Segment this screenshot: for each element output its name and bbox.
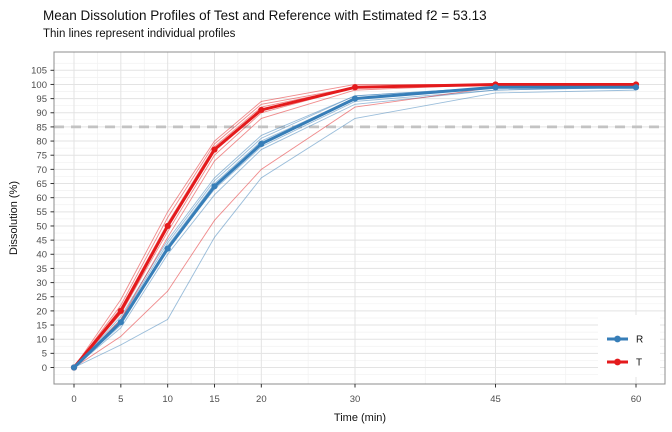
x-tick-label: 60 — [631, 394, 642, 405]
y-tick-label: 60 — [36, 193, 47, 204]
mean-point-R — [164, 245, 171, 252]
x-tick-label: 5 — [118, 394, 123, 405]
y-tick-label: 45 — [36, 236, 47, 247]
x-tick-label: 45 — [490, 394, 501, 405]
y-tick-label: 40 — [36, 250, 47, 261]
y-axis-tick-labels: 0 5 10 15 20 25 30 35 40 45 50 55 60 65 70 75 80 85 90 95 10… — [31, 66, 47, 374]
mean-point-T — [211, 146, 218, 153]
profile-line-R — [73, 86, 637, 368]
mean-line-R — [72, 85, 636, 369]
legend-key-point-R — [614, 335, 621, 343]
mean-point-R — [117, 319, 124, 326]
gridlines-minor — [54, 52, 665, 384]
y-axis-title: Dissolution (%) — [8, 181, 20, 255]
y-tick-label: 95 — [36, 94, 47, 105]
mean-point-R — [70, 364, 78, 371]
mean-profile-lines — [70, 81, 640, 371]
legend-label-T: T — [636, 358, 642, 369]
x-tick-label: 10 — [162, 394, 173, 405]
profile-line-R — [73, 89, 637, 368]
y-tick-label: 85 — [36, 122, 47, 133]
chart-title: Mean Dissolution Profiles of Test and Re… — [43, 8, 487, 23]
mean-point-R — [258, 140, 265, 147]
x-tick-label: 15 — [209, 394, 220, 405]
legend-label-R: R — [636, 335, 643, 346]
mean-point-T — [351, 84, 359, 91]
y-tick-label: 75 — [36, 151, 47, 162]
y-tick-label: 5 — [42, 349, 47, 360]
panel-border — [53, 51, 666, 385]
y-tick-label: 10 — [36, 335, 47, 346]
y-tick-label: 25 — [36, 292, 47, 303]
mean-point-R — [351, 95, 359, 102]
y-tick-label: 0 — [42, 363, 47, 374]
legend-key-point-T — [614, 358, 621, 366]
y-tick-label: 80 — [36, 136, 47, 147]
y-tick-label: 35 — [36, 264, 47, 275]
mean-point-T — [164, 222, 171, 230]
y-tick-label: 105 — [31, 66, 47, 77]
mean-line-T — [72, 82, 636, 369]
x-tick-label: 30 — [350, 394, 361, 405]
legend-box — [598, 315, 660, 377]
chart-subtitle: Thin lines represent individual profiles — [43, 28, 236, 40]
y-tick-label: 30 — [36, 278, 47, 289]
y-tick-label: 100 — [31, 80, 47, 91]
x-axis-title: Time (min) — [334, 412, 386, 424]
mean-point-R — [632, 84, 640, 91]
axis-ticks — [50, 69, 637, 388]
mean-point-R — [492, 84, 499, 91]
y-tick-label: 65 — [36, 179, 47, 190]
plot-panel — [54, 52, 665, 384]
y-tick-label: 50 — [36, 221, 47, 232]
x-tick-label: 0 — [71, 394, 76, 405]
y-tick-label: 55 — [36, 207, 47, 218]
mean-point-T — [258, 106, 265, 114]
mean-point-R — [211, 183, 218, 190]
y-tick-label: 15 — [36, 320, 47, 331]
y-tick-label: 70 — [36, 165, 47, 176]
y-tick-label: 90 — [36, 108, 47, 119]
y-tick-label: 20 — [36, 306, 47, 317]
mean-point-T — [117, 307, 124, 314]
legend: RT — [598, 315, 660, 377]
x-tick-label: 20 — [256, 394, 267, 405]
x-axis-tick-labels: 0 5 10 15 20 30 45 60 — [71, 394, 641, 405]
